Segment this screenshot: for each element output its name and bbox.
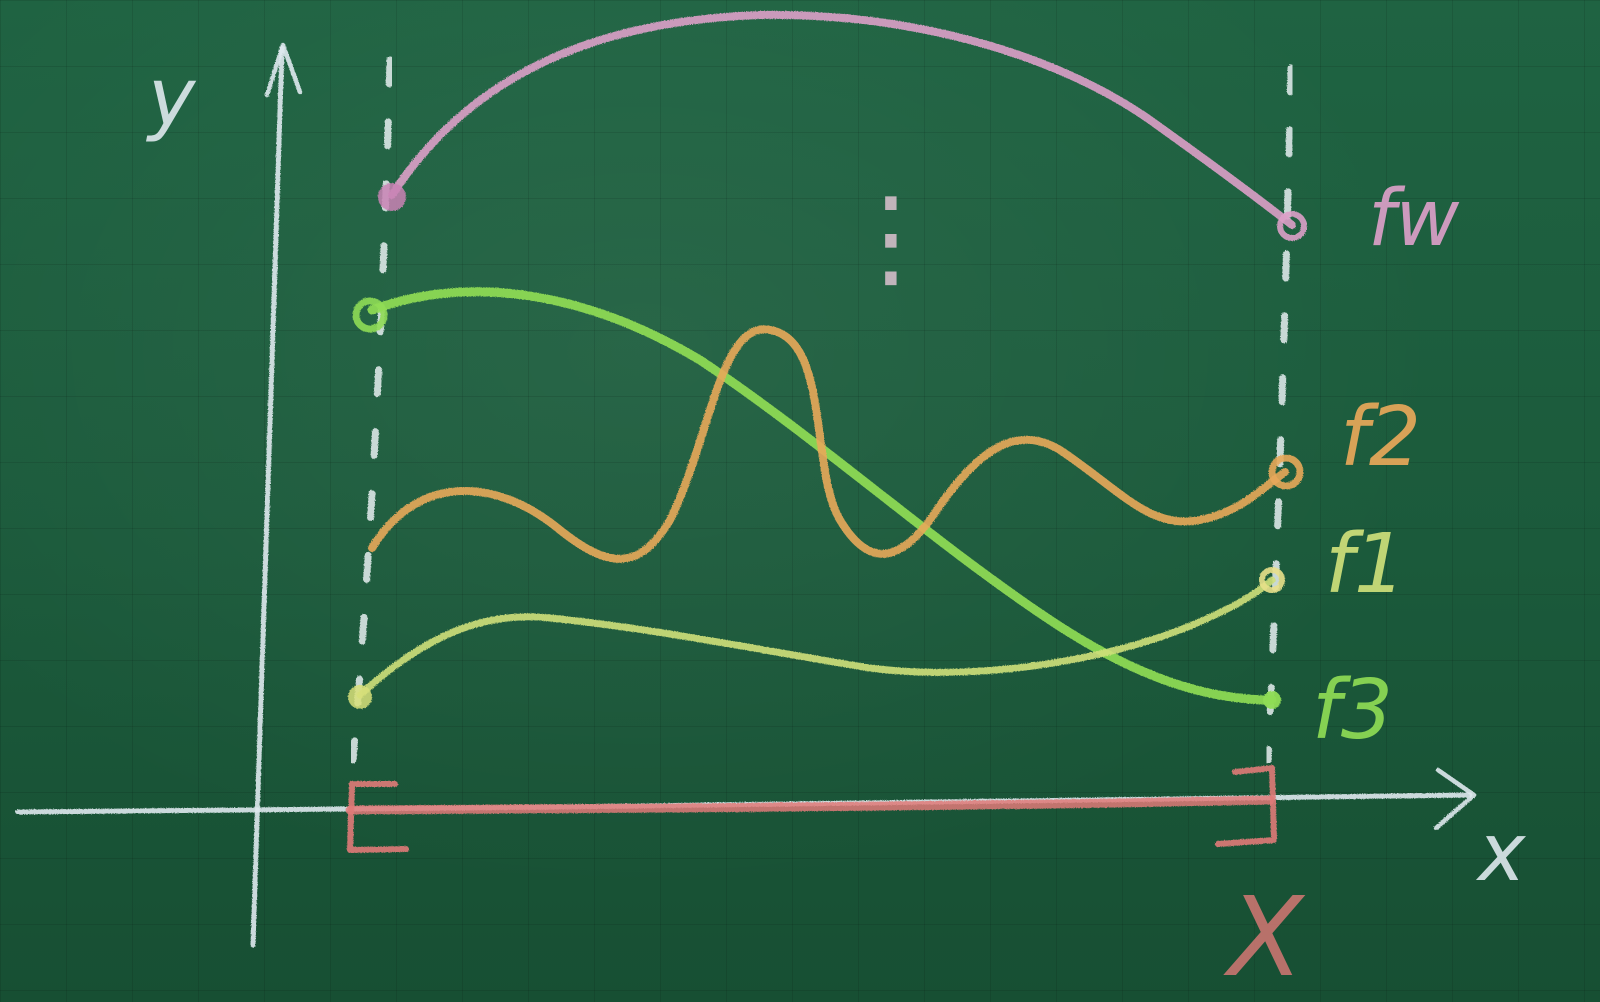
interval-right-bracket [1215, 765, 1277, 847]
interval-segment [345, 765, 1277, 853]
vertical-ellipsis: ⋮ [836, 173, 946, 301]
right-dashed-guide [1264, 64, 1295, 764]
f1-end-point [1259, 567, 1285, 593]
label-f3: f3 [1312, 663, 1393, 758]
curve-f1 [348, 567, 1285, 709]
curve-fw [378, 10, 1307, 241]
f3-end-point [1263, 691, 1281, 709]
curve-f3 [352, 287, 1281, 709]
curve-f2 [368, 325, 1304, 563]
interval-label: X [1223, 873, 1306, 1001]
label-f2: f2 [1340, 390, 1421, 485]
x-axis-label: x [1475, 806, 1527, 899]
label-fw: fw [1368, 174, 1459, 264]
y-axis-label: y [146, 51, 197, 144]
f3-start-point [352, 297, 388, 333]
label-f1: f1 [1325, 517, 1406, 612]
fw-end-point [1277, 211, 1307, 241]
fw-start-point [378, 183, 406, 211]
x-axis-arrowhead [1433, 767, 1477, 831]
left-dashed-guide [349, 56, 394, 764]
y-axis [250, 42, 303, 948]
f2-end-point [1268, 454, 1304, 490]
interval-left-bracket [347, 781, 409, 853]
y-axis-arrowhead [264, 42, 303, 98]
f1-start-point [348, 685, 372, 709]
